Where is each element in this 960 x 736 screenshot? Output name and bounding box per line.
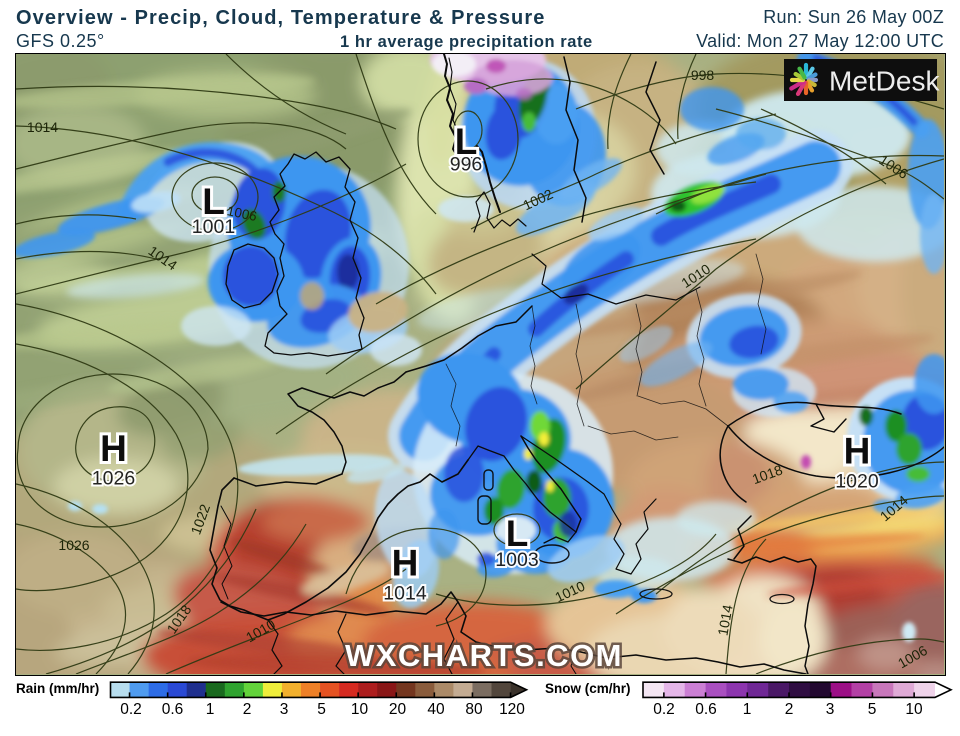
svg-text:MetDesk: MetDesk — [829, 66, 940, 97]
svg-text:1006: 1006 — [226, 203, 259, 224]
svg-text:1014: 1014 — [383, 583, 427, 605]
svg-text:996: 996 — [450, 154, 483, 176]
svg-text:H: H — [844, 431, 871, 472]
svg-text:1003: 1003 — [495, 549, 538, 571]
svg-text:L: L — [202, 181, 225, 222]
svg-text:1026: 1026 — [58, 537, 89, 553]
svg-text:WXCHARTS.COM: WXCHARTS.COM — [345, 638, 623, 673]
svg-text:H: H — [100, 428, 127, 469]
svg-text:1020: 1020 — [835, 471, 879, 493]
svg-text:998: 998 — [691, 67, 715, 83]
svg-text:1001: 1001 — [192, 216, 235, 238]
svg-text:L: L — [506, 513, 529, 554]
svg-text:1014: 1014 — [27, 119, 58, 135]
svg-text:H: H — [392, 543, 419, 584]
svg-text:1026: 1026 — [92, 468, 135, 490]
svg-text:L: L — [455, 121, 478, 162]
svg-text:1014: 1014 — [714, 603, 735, 637]
